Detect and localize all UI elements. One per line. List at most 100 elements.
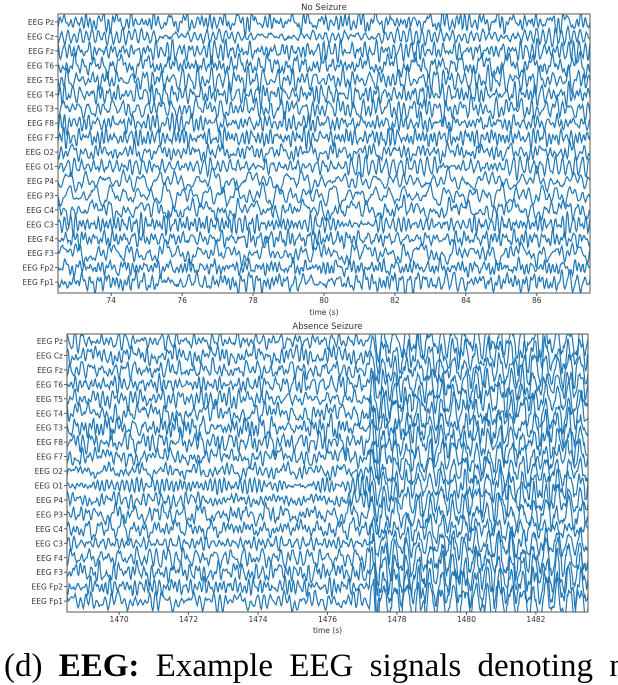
signal-eeg-t5: [58, 63, 590, 96]
x-tick-label: 1474: [248, 615, 267, 624]
channel-label: EEG P4: [27, 177, 54, 186]
x-tick-label: 78: [248, 296, 258, 305]
signal-eeg-fz: [58, 37, 590, 66]
signal-group: [58, 14, 590, 293]
caption-label: (d): [4, 648, 43, 684]
channel-label: EEG O1: [35, 482, 64, 491]
channel-label: EEG Pz: [37, 337, 63, 346]
signal-eeg-fp1: [67, 576, 588, 612]
channel-label: EEG F8: [36, 438, 63, 447]
signal-eeg-t6: [58, 50, 590, 81]
channel-label: EEG C4: [26, 206, 54, 215]
signal-eeg-c3: [58, 211, 590, 239]
signal-eeg-f4: [67, 530, 588, 587]
channel-label: EEG F3: [36, 568, 63, 577]
channel-label: EEG F4: [36, 554, 63, 563]
chart-title: Absence Seizure: [292, 322, 362, 332]
x-axis-label: time (s): [313, 626, 342, 635]
channel-label: EEG C3: [35, 539, 63, 548]
signal-eeg-t6: [67, 363, 588, 405]
channel-label: EEG Cz: [36, 351, 63, 360]
channel-label: EEG Fp2: [31, 583, 63, 592]
channel-label: EEG Fp1: [31, 597, 63, 606]
channel-label: EEG T6: [36, 380, 63, 389]
channel-label: EEG P3: [36, 510, 63, 519]
signal-eeg-f4: [58, 226, 590, 251]
signal-eeg-f3: [58, 235, 590, 269]
chart-title: No Seizure: [301, 3, 347, 13]
signal-eeg-pz: [58, 14, 590, 37]
x-tick-label: 1470: [110, 615, 129, 624]
signal-eeg-p4: [58, 164, 590, 195]
eeg-panel-2: EEG Pz EEG Cz EEG Fz EEG T6 EEG T5 EEG T4 EEG …: [31, 322, 589, 635]
signal-eeg-o2: [67, 449, 588, 489]
channel-label: EEG P4: [36, 496, 63, 505]
channel-label: EEG F8: [27, 119, 54, 128]
channel-label: EEG Cz: [27, 32, 54, 41]
eeg-panel-1: EEG Pz EEG Cz EEG Fz EEG T6 EEG T5 EEG T4 EEG …: [22, 3, 591, 317]
figure: EEG Pz EEG Cz EEG Fz EEG T6 EEG T5 EEG T4 EEG …: [22, 3, 591, 635]
signal-eeg-c4: [67, 512, 588, 545]
x-tick-label: 82: [390, 296, 400, 305]
signal-eeg-p3: [58, 178, 590, 212]
channel-label: EEG F7: [36, 453, 63, 462]
signal-eeg-f7: [67, 437, 588, 481]
x-tick-label: 74: [106, 296, 116, 305]
signal-eeg-f8: [58, 111, 590, 136]
signal-eeg-fp2: [58, 256, 590, 279]
signal-eeg-fp2: [67, 562, 588, 612]
channel-label: EEG T4: [36, 409, 63, 418]
channel-label: EEG O2: [26, 148, 55, 157]
signal-eeg-p4: [67, 479, 588, 525]
signal-eeg-t4: [67, 389, 588, 435]
signal-group: [67, 334, 588, 612]
channel-label: EEG T6: [27, 61, 54, 70]
channel-label: EEG C4: [35, 525, 63, 534]
channel-label: EEG Pz: [28, 18, 54, 27]
signal-eeg-t5: [67, 374, 588, 423]
x-tick-label: 76: [177, 296, 187, 305]
channel-label: EEG T3: [36, 424, 63, 433]
signal-eeg-t3: [58, 93, 590, 125]
channel-label: EEG T3: [27, 105, 54, 114]
signal-eeg-t4: [58, 79, 590, 110]
signal-eeg-fp1: [58, 268, 590, 293]
channel-label: EEG C3: [26, 220, 54, 229]
x-tick-label: 80: [319, 296, 329, 305]
x-tick-label: 1476: [318, 615, 337, 624]
channel-label: EEG F7: [27, 134, 54, 143]
signal-eeg-fz: [67, 350, 588, 390]
channel-label: EEG T5: [36, 395, 63, 404]
signal-eeg-t3: [67, 405, 588, 449]
x-axis-label: time (s): [309, 308, 338, 317]
channel-label: EEG F3: [27, 249, 54, 258]
signal-eeg-c3: [67, 520, 588, 565]
signal-eeg-o1: [58, 151, 590, 181]
x-tick-label: 1472: [179, 615, 198, 624]
channel-label: EEG Fz: [28, 47, 54, 56]
x-tick-label: 1480: [457, 615, 476, 624]
x-tick-label: 86: [532, 296, 542, 305]
channel-label: EEG Fp1: [22, 278, 54, 287]
x-tick-label: 84: [461, 296, 471, 305]
channel-label: EEG T5: [27, 76, 54, 85]
channel-label: EEG T4: [27, 90, 54, 99]
channel-label: EEG F4: [27, 235, 54, 244]
caption-bold: EEG:: [58, 648, 140, 684]
x-tick-label: 1478: [387, 615, 406, 624]
figure-caption: (d) EEG: Example EEG signals denoting no: [4, 648, 618, 685]
signal-eeg-pz: [67, 334, 588, 364]
signal-eeg-cz: [58, 24, 590, 48]
signal-eeg-o2: [58, 139, 590, 165]
signal-eeg-p3: [67, 492, 588, 535]
signal-eeg-c4: [58, 194, 590, 229]
signal-eeg-o1: [67, 463, 588, 506]
channel-label: EEG O1: [26, 163, 55, 172]
channel-label: EEG Fp2: [22, 264, 54, 273]
channel-label: EEG O2: [35, 467, 64, 476]
x-tick-label: 1482: [526, 615, 545, 624]
caption-text: Example EEG signals denoting no: [155, 648, 618, 684]
signal-eeg-f7: [58, 125, 590, 151]
signal-eeg-cz: [67, 334, 588, 376]
channel-label: EEG P3: [27, 191, 54, 200]
